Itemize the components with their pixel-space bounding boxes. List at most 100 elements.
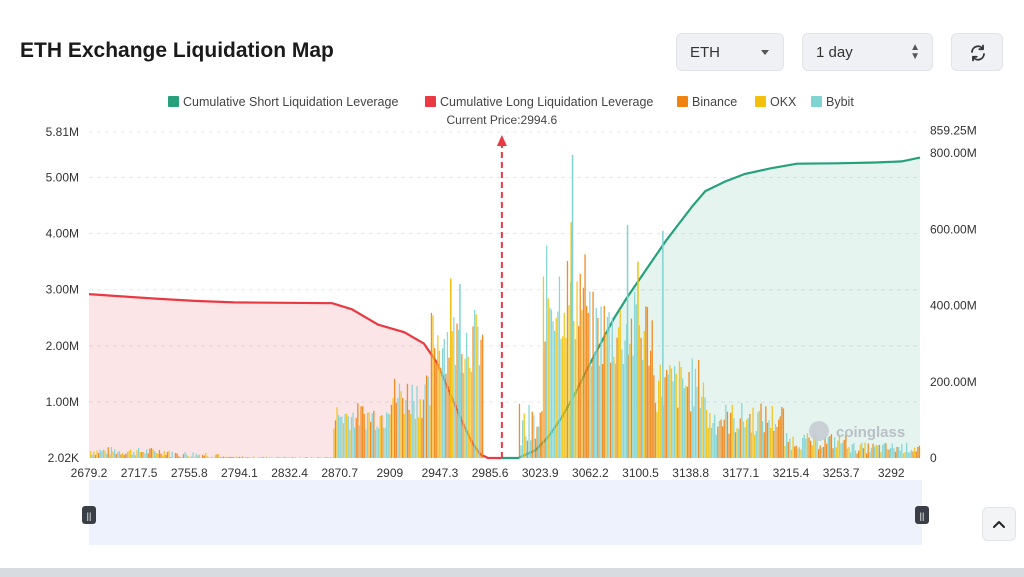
bar-bybit	[184, 452, 186, 458]
bar-binance	[238, 456, 241, 458]
legend-label: Bybit	[826, 95, 854, 109]
bar-binance	[123, 454, 125, 458]
bar-binance	[434, 348, 436, 458]
bar-bybit	[110, 447, 113, 458]
bar-binance	[227, 457, 229, 458]
bar-okx	[168, 450, 170, 458]
bar-binance	[222, 456, 225, 458]
bar-bybit	[549, 307, 551, 458]
bar-binance	[357, 403, 359, 458]
bar-bybit	[869, 452, 871, 458]
bar-okx	[400, 391, 402, 458]
bar-okx	[565, 337, 567, 458]
bar-binance	[888, 449, 890, 458]
bar-bybit	[870, 447, 873, 458]
bar-bybit	[624, 340, 626, 458]
legend-swatch	[168, 96, 179, 107]
bar-okx	[214, 454, 217, 458]
bar-bybit	[398, 383, 401, 458]
scroll-top-button[interactable]	[982, 507, 1016, 541]
period-select[interactable]: 1 day ▲ ▼	[802, 33, 933, 71]
symbol-select-value: ETH	[690, 44, 720, 61]
bar-okx	[542, 276, 545, 458]
bar-binance	[734, 432, 737, 458]
y-left-tick-label: 5.81M	[46, 125, 79, 139]
bar-bybit	[704, 397, 706, 458]
bar-bybit	[397, 397, 399, 458]
bar-binance	[653, 375, 655, 458]
bar-okx	[90, 451, 92, 458]
bar-bybit	[802, 438, 804, 458]
bar-bybit	[442, 348, 444, 458]
bar-bybit	[453, 317, 455, 458]
bar-binance	[448, 357, 450, 458]
bar-okx	[122, 452, 124, 458]
bar-okx	[162, 455, 164, 458]
bar-bybit	[834, 437, 836, 458]
bar-okx	[266, 456, 268, 458]
bar-bybit	[347, 416, 349, 458]
bar-binance	[165, 454, 167, 458]
y-left-tick-label: 3.00M	[46, 283, 79, 297]
bar-binance	[866, 453, 868, 458]
bar-bybit	[821, 447, 823, 458]
coinglass-logo	[809, 421, 829, 441]
bar-okx	[410, 414, 412, 458]
bar-bybit	[538, 426, 540, 458]
bar-binance	[616, 337, 618, 458]
bar-bybit	[558, 276, 561, 458]
bar-okx	[318, 457, 321, 458]
bar-binance	[722, 426, 724, 458]
bar-okx	[429, 405, 431, 458]
bar-binance	[592, 291, 594, 458]
bar-okx	[142, 451, 145, 458]
bar-binance	[456, 323, 458, 458]
bar-binance	[370, 421, 372, 458]
bar-okx	[336, 407, 338, 458]
bar-bybit	[350, 417, 353, 458]
bar-bybit	[744, 427, 746, 458]
bar-okx	[470, 371, 473, 458]
bar-okx	[128, 450, 130, 458]
bar-bybit	[427, 377, 429, 458]
bar-bybit	[138, 447, 140, 458]
bar-binance	[149, 448, 151, 458]
bar-okx	[218, 454, 220, 458]
bar-binance	[94, 454, 97, 458]
bar-bybit	[522, 420, 524, 458]
symbol-select[interactable]: ETH	[676, 33, 784, 71]
bar-bybit	[635, 304, 637, 458]
bar-bybit	[181, 457, 183, 458]
bar-binance	[147, 453, 149, 458]
bar-binance	[819, 445, 821, 458]
bar-binance	[795, 445, 797, 458]
bar-bybit	[387, 413, 389, 458]
x-tick-label: 2832.4	[271, 466, 308, 480]
bar-okx	[563, 312, 565, 458]
bar-okx	[875, 444, 877, 458]
y-right-tick-label: 800.00M	[930, 146, 977, 160]
y-right-tick-label: 200.00M	[930, 375, 977, 389]
bar-okx	[880, 452, 882, 458]
bar-binance	[765, 406, 767, 458]
bar-okx	[304, 457, 306, 458]
bar-binance	[717, 426, 719, 458]
x-tick-label: 3138.8	[672, 466, 709, 480]
refresh-button[interactable]	[951, 33, 1003, 71]
bar-okx	[437, 335, 439, 458]
bar-bybit	[210, 457, 212, 458]
legend-swatch	[425, 96, 436, 107]
bar-bybit	[854, 450, 857, 458]
bar-bybit	[725, 404, 727, 458]
bar-bybit	[462, 373, 465, 458]
bar-bybit	[642, 359, 644, 458]
bar-binance	[648, 365, 650, 458]
refresh-icon	[971, 44, 985, 62]
bar-bybit	[594, 351, 596, 458]
bar-okx	[846, 448, 849, 458]
bar-okx	[573, 320, 575, 458]
bar-okx	[835, 447, 837, 458]
bar-binance	[586, 305, 588, 458]
bar-bybit	[117, 452, 119, 458]
period-select-value: 1 day	[816, 44, 853, 61]
